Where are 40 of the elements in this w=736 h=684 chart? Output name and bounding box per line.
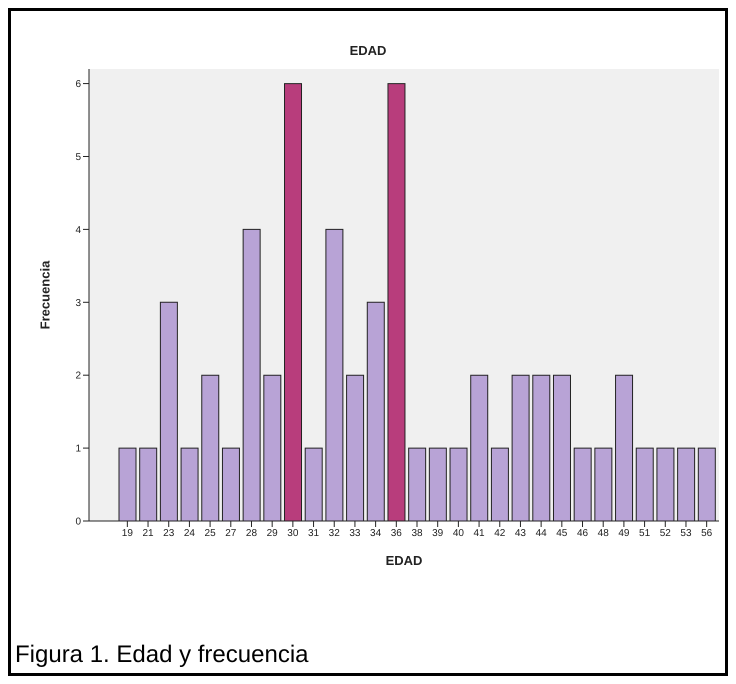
x-tick-label: 33 xyxy=(349,528,361,540)
x-axis-title: EDAD xyxy=(386,553,422,568)
x-tick-label: 48 xyxy=(598,528,610,540)
x-tick-label: 19 xyxy=(122,528,134,540)
x-tick-label: 30 xyxy=(287,528,299,540)
x-tick-label: 43 xyxy=(514,528,526,540)
x-tick-label: 27 xyxy=(225,528,237,540)
x-tick-label: 29 xyxy=(266,528,278,540)
x-tick-label: 32 xyxy=(328,528,340,540)
x-tick-label: 39 xyxy=(432,528,444,540)
x-tick-label: 53 xyxy=(680,528,692,540)
x-tick-label: 51 xyxy=(639,528,651,540)
x-tick-label: 42 xyxy=(494,528,506,540)
y-tick-label: 4 xyxy=(75,224,82,236)
x-tick-label: 23 xyxy=(163,528,175,540)
x-tick-label: 40 xyxy=(452,528,464,540)
y-tick-label: 6 xyxy=(75,79,82,90)
y-tick-label: 1 xyxy=(75,444,82,455)
x-tick-label: 44 xyxy=(536,528,548,540)
x-tick-label: 36 xyxy=(390,528,402,540)
y-tick-label: 2 xyxy=(75,370,82,382)
x-tick-label: 28 xyxy=(246,528,258,540)
x-tick-label: 31 xyxy=(308,528,320,540)
y-axis-title: Frecuencia xyxy=(38,260,53,330)
x-tick-label: 45 xyxy=(556,528,568,540)
x-tick-label: 46 xyxy=(576,528,589,540)
x-tick-label: 34 xyxy=(370,528,382,540)
x-tick-label: 24 xyxy=(184,528,196,540)
x-tick-label: 21 xyxy=(142,528,154,540)
y-tick-label: 3 xyxy=(75,298,82,309)
x-tick-label: 52 xyxy=(660,528,672,540)
text: Figura 1. Edad y frecuencia xyxy=(15,641,308,669)
x-tick-label: 38 xyxy=(411,528,423,540)
x-tick-label: 56 xyxy=(701,528,713,540)
y-tick-label: 5 xyxy=(75,152,82,164)
chart-title: EDAD xyxy=(348,43,388,58)
x-tick-label: 41 xyxy=(474,528,486,540)
y-tick-label: 0 xyxy=(75,516,82,528)
x-tick-label: 25 xyxy=(204,528,216,540)
x-tick-label: 49 xyxy=(618,528,630,540)
